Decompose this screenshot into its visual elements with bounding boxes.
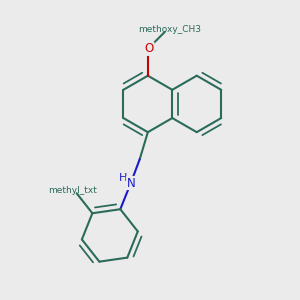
Text: methyl_txt: methyl_txt <box>49 186 98 195</box>
Text: H: H <box>119 173 128 183</box>
Text: methoxy_CH3: methoxy_CH3 <box>139 25 202 34</box>
Text: N: N <box>126 176 135 190</box>
Text: O: O <box>145 42 154 56</box>
